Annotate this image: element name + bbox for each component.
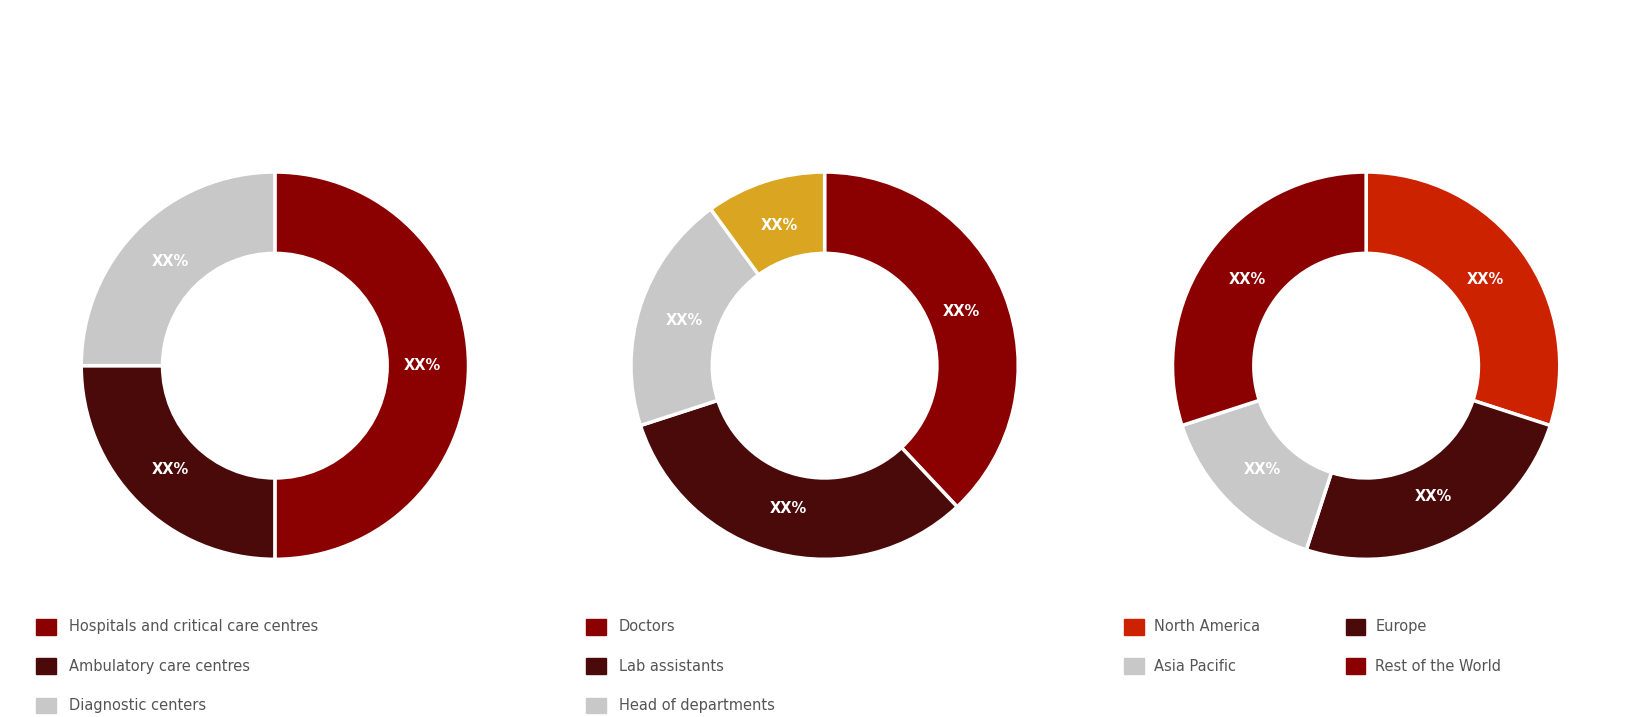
Text: XX%: XX% bbox=[1467, 272, 1503, 287]
Text: Asia Pacific: Asia Pacific bbox=[1154, 659, 1236, 673]
Wedge shape bbox=[1306, 400, 1551, 559]
Text: Lab assistants: Lab assistants bbox=[619, 659, 724, 673]
Text: XX%: XX% bbox=[1229, 272, 1265, 287]
Text: Doctors: Doctors bbox=[619, 619, 676, 634]
Wedge shape bbox=[82, 172, 276, 366]
Text: Ambulatory care centres: Ambulatory care centres bbox=[69, 659, 249, 673]
Wedge shape bbox=[1182, 400, 1331, 550]
Wedge shape bbox=[632, 209, 758, 425]
Text: XX%: XX% bbox=[770, 500, 807, 516]
Text: Rest of the World: Rest of the World bbox=[1375, 659, 1502, 673]
Text: Hospitals and critical care centres: Hospitals and critical care centres bbox=[69, 619, 318, 634]
Text: BY DESIGNATION: BY DESIGNATION bbox=[740, 65, 909, 82]
Text: XX%: XX% bbox=[153, 254, 189, 269]
Text: XX%: XX% bbox=[404, 358, 441, 373]
Text: BY END USER: BY END USER bbox=[203, 65, 338, 82]
Text: Head of departments: Head of departments bbox=[619, 698, 775, 713]
Text: BY REGION: BY REGION bbox=[1311, 65, 1421, 82]
Text: XX%: XX% bbox=[153, 462, 189, 478]
Wedge shape bbox=[640, 400, 957, 559]
Wedge shape bbox=[824, 172, 1017, 507]
Text: Diagnostic centers: Diagnostic centers bbox=[69, 698, 207, 713]
Wedge shape bbox=[82, 366, 274, 559]
Text: Europe: Europe bbox=[1375, 619, 1426, 634]
Text: XX%: XX% bbox=[1415, 489, 1452, 504]
Text: XX%: XX% bbox=[666, 313, 704, 328]
Text: XX%: XX% bbox=[1244, 462, 1280, 478]
Wedge shape bbox=[711, 172, 825, 275]
Text: North America: North America bbox=[1154, 619, 1260, 634]
Wedge shape bbox=[274, 172, 469, 559]
Wedge shape bbox=[1173, 172, 1367, 425]
Wedge shape bbox=[1365, 172, 1559, 425]
Text: XX%: XX% bbox=[944, 304, 980, 319]
Text: XX%: XX% bbox=[760, 218, 798, 233]
